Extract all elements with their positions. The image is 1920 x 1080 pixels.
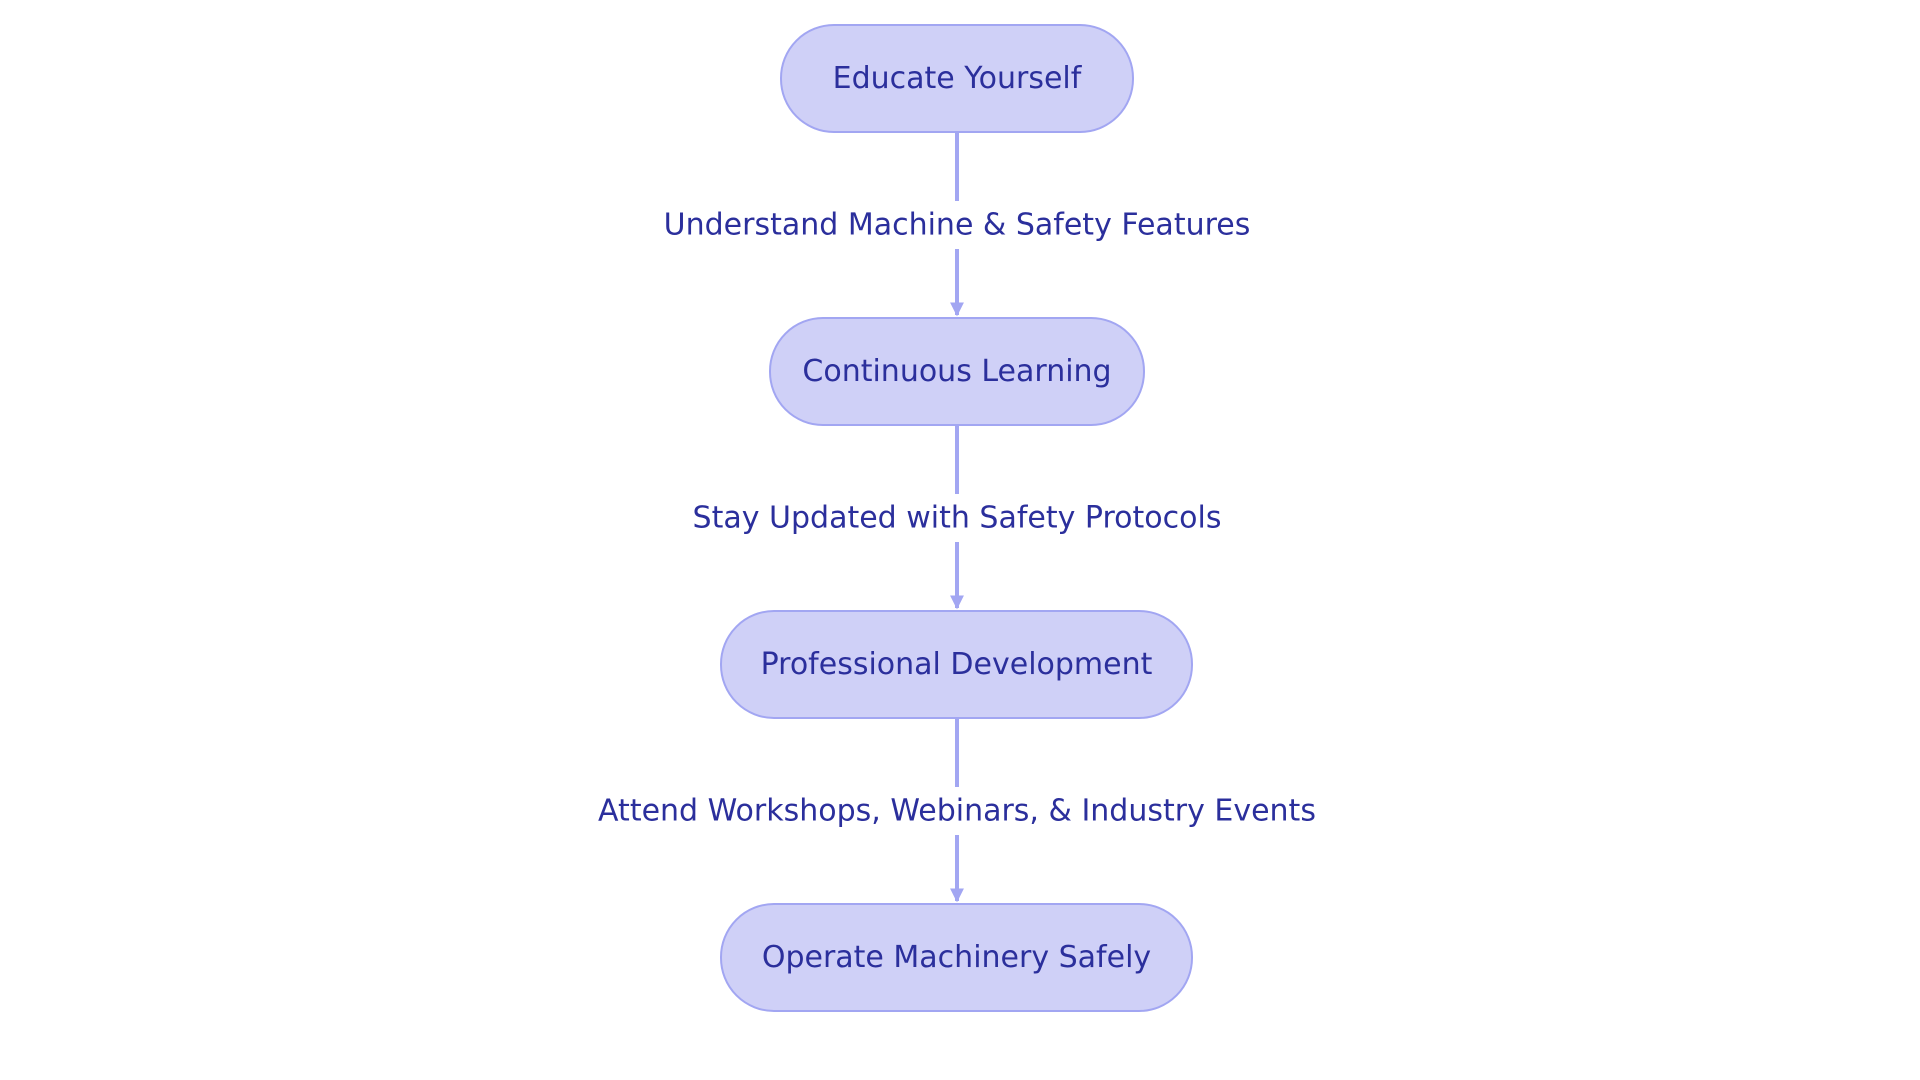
flow-node-label: Educate Yourself <box>833 61 1082 96</box>
flowchart-canvas: Understand Machine & Safety Features Stay… <box>0 0 1920 1080</box>
edge-label: Stay Updated with Safety Protocols <box>683 499 1232 538</box>
flow-node-label: Professional Development <box>761 647 1153 682</box>
edge-label: Attend Workshops, Webinars, & Industry E… <box>588 792 1326 831</box>
flow-node: Professional Development <box>720 610 1193 719</box>
flow-node-label: Continuous Learning <box>802 354 1111 389</box>
edge-label: Understand Machine & Safety Features <box>654 206 1261 245</box>
flow-node: Continuous Learning <box>769 317 1145 426</box>
flow-node: Operate Machinery Safely <box>720 903 1193 1012</box>
flow-node-label: Operate Machinery Safely <box>762 940 1151 975</box>
flow-node: Educate Yourself <box>780 24 1134 133</box>
